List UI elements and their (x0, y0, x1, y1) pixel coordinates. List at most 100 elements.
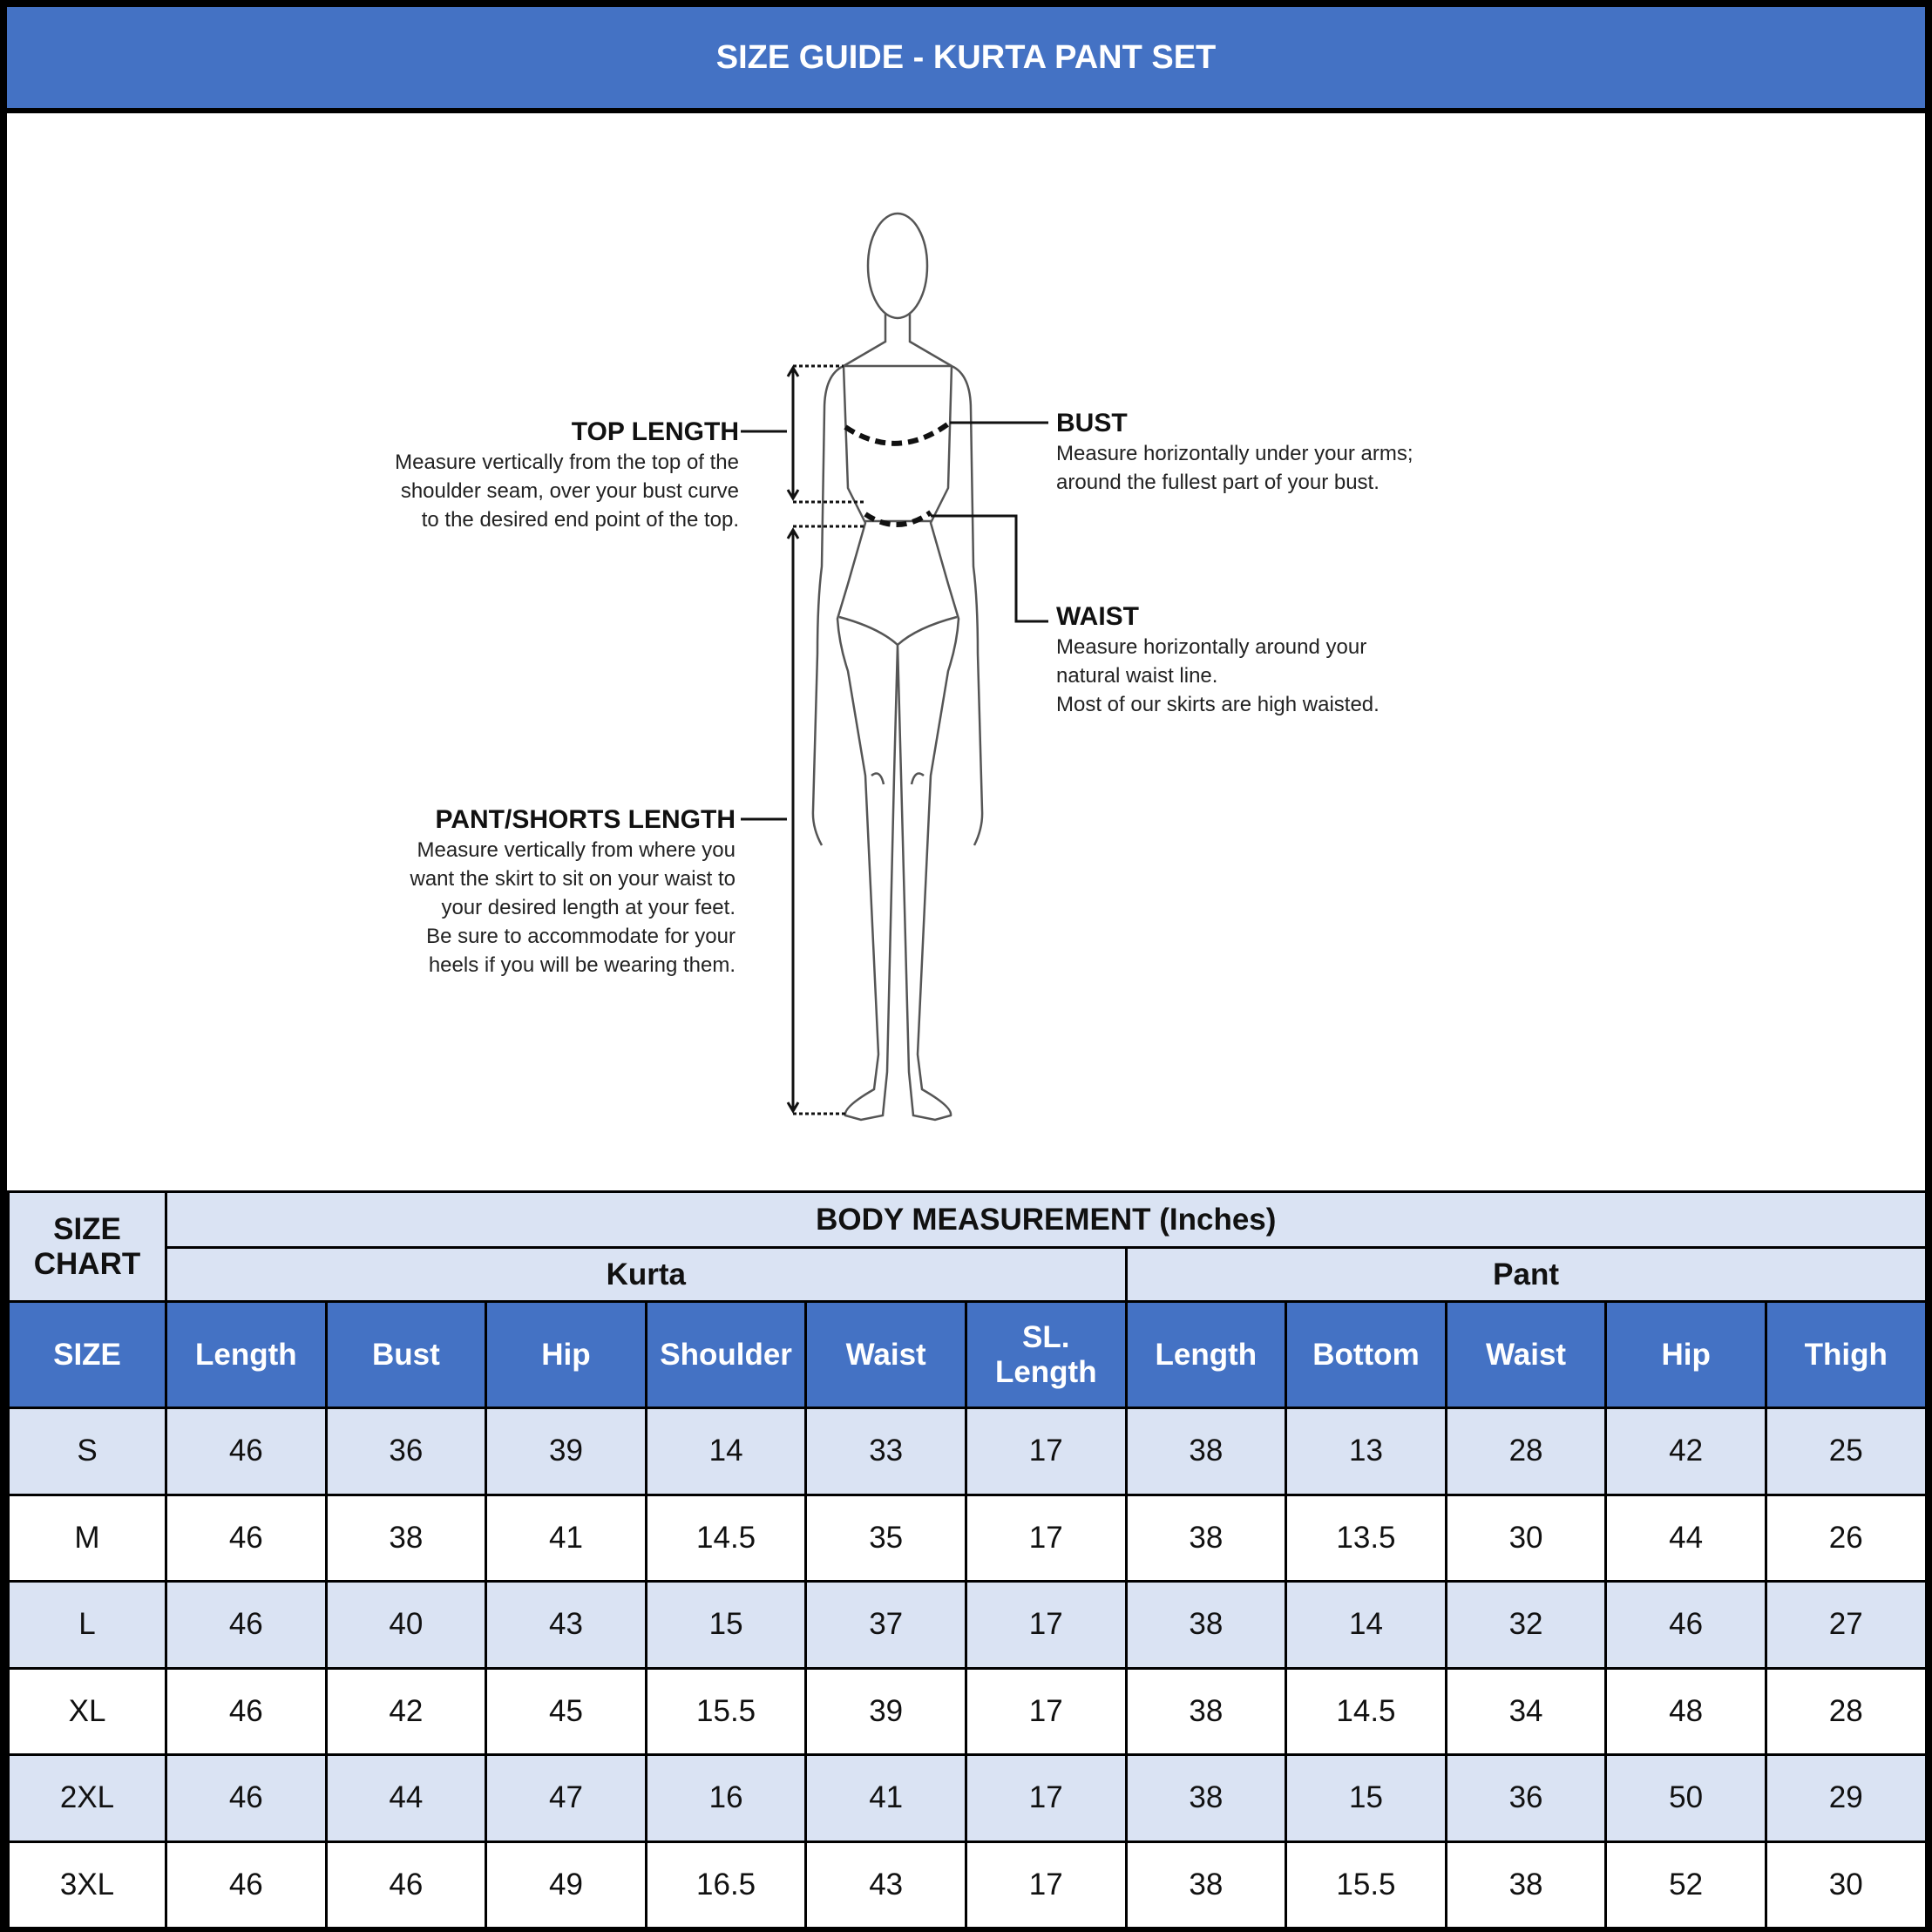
measurement-cell: 46 (165, 1493, 328, 1583)
measurement-cell: 37 (804, 1580, 967, 1670)
measurement-cell: 15.5 (644, 1666, 808, 1756)
measurement-cell: 28 (1444, 1407, 1608, 1496)
body-measurement-label: BODY MEASUREMENT (Inches) (165, 1190, 1928, 1249)
measurement-cell: 46 (324, 1840, 488, 1929)
measurement-cell: 46 (165, 1580, 328, 1670)
measurement-cell: 49 (485, 1840, 647, 1929)
column-header: SIZE (7, 1300, 167, 1409)
pant-length-text: your desired length at your feet. (441, 896, 736, 919)
pant-length-heading: PANT/SHORTS LENGTH (435, 805, 736, 834)
column-header: Shoulder (644, 1300, 808, 1409)
measurement-cell: 38 (1124, 1753, 1288, 1843)
measurement-cell: 27 (1764, 1580, 1928, 1670)
measurement-cell: 14 (644, 1407, 808, 1496)
column-header: SL. Length (964, 1300, 1128, 1409)
measurement-cell: 14 (1285, 1580, 1447, 1670)
measurement-cell: 44 (1604, 1493, 1767, 1583)
column-header: Length (1124, 1300, 1288, 1409)
measurement-cell: 17 (964, 1753, 1128, 1843)
table-row: 2XL 46 44 47 16 41 17 38 15 36 50 29 (7, 1753, 1928, 1843)
top-length-text: to the desired end point of the top. (421, 508, 739, 532)
measurement-cell: 38 (1444, 1840, 1608, 1929)
measurement-cell: 38 (1124, 1840, 1288, 1929)
measurement-cell: 15 (1285, 1753, 1447, 1843)
column-header: Thigh (1764, 1300, 1928, 1409)
column-header: Bust (324, 1300, 488, 1409)
measurement-cell: 13.5 (1285, 1493, 1447, 1583)
waist-text: natural waist line. (1056, 664, 1218, 688)
measurement-cell: 48 (1604, 1666, 1767, 1756)
size-cell: 3XL (7, 1840, 167, 1929)
waist-label: WAIST Measure horizontally around your n… (1056, 601, 1492, 719)
measurement-cell: 38 (1124, 1666, 1288, 1756)
measurement-cell: 14.5 (644, 1493, 808, 1583)
measurement-cell: 13 (1285, 1407, 1447, 1496)
group-kurta: Kurta (165, 1246, 1128, 1303)
measurement-cell: 14.5 (1285, 1666, 1447, 1756)
measurement-cell: 34 (1444, 1666, 1608, 1756)
measurement-cell: 43 (485, 1580, 647, 1670)
column-header-row: SIZE Length Bust Hip Shoulder Waist SL. Length… (7, 1300, 1928, 1409)
table-row: L 46 40 43 15 37 17 38 14 32 46 27 (7, 1580, 1928, 1670)
table-row: XL 46 42 45 15.5 39 17 38 14.5 34 48 28 (7, 1666, 1928, 1756)
pant-length-text: heels if you will be wearing them. (428, 953, 736, 977)
top-length-label: TOP LENGTH Measure vertically from the t… (373, 417, 739, 534)
measurement-cell: 35 (804, 1493, 967, 1583)
measurement-cell: 16.5 (644, 1840, 808, 1929)
measurement-cell: 17 (964, 1407, 1128, 1496)
column-header: Hip (1604, 1300, 1767, 1409)
measurement-figure: TOP LENGTH Measure vertically from the t… (7, 113, 1925, 1190)
measurement-cell: 30 (1444, 1493, 1608, 1583)
measurement-cell: 15.5 (1285, 1840, 1447, 1929)
measurement-cell: 33 (804, 1407, 967, 1496)
size-cell: XL (7, 1666, 167, 1756)
measurement-cell: 32 (1444, 1580, 1608, 1670)
size-chart-table: SIZE CHART BODY MEASUREMENT (Inches) Kur… (7, 1190, 1928, 1929)
mannequin-illustration (741, 212, 1048, 1122)
waist-text: Measure horizontally around your (1056, 635, 1367, 659)
group-pant: Pant (1124, 1246, 1928, 1303)
measurement-cell: 46 (165, 1840, 328, 1929)
measurement-cell: 52 (1604, 1840, 1767, 1929)
top-length-text: shoulder seam, over your bust curve (400, 479, 739, 503)
measurement-cell: 42 (1604, 1407, 1767, 1496)
table-row: 3XL 46 46 49 16.5 43 17 38 15.5 38 52 30 (7, 1840, 1928, 1929)
measurement-cell: 25 (1764, 1407, 1928, 1496)
measurement-cell: 40 (324, 1580, 488, 1670)
column-header: Hip (485, 1300, 647, 1409)
measurement-cell: 36 (324, 1407, 488, 1496)
title-text: SIZE GUIDE - KURTA PANT SET (715, 38, 1217, 76)
measurement-cell: 30 (1764, 1840, 1928, 1929)
column-header: Waist (1444, 1300, 1608, 1409)
measurement-cell: 36 (1444, 1753, 1608, 1843)
size-chart-label: SIZE CHART (7, 1190, 167, 1303)
measurement-cell: 43 (804, 1840, 967, 1929)
size-cell: M (7, 1493, 167, 1583)
measurement-cell: 41 (485, 1493, 647, 1583)
size-cell: S (7, 1407, 167, 1496)
column-header: Bottom (1285, 1300, 1447, 1409)
bust-label: BUST Measure horizontally under your arm… (1056, 408, 1492, 497)
measurement-cell: 39 (804, 1666, 967, 1756)
measurement-cell: 29 (1764, 1753, 1928, 1843)
size-cell: L (7, 1580, 167, 1670)
top-length-heading: TOP LENGTH (571, 417, 739, 446)
measurement-cell: 41 (804, 1753, 967, 1843)
waist-text: Most of our skirts are high waisted. (1056, 693, 1380, 716)
measurement-cell: 46 (165, 1666, 328, 1756)
pant-length-text: Be sure to accommodate for your (426, 925, 736, 948)
measurement-cell: 17 (964, 1580, 1128, 1670)
pant-length-text: want the skirt to sit on your waist to (410, 867, 736, 891)
table-row: M 46 38 41 14.5 35 17 38 13.5 30 44 26 (7, 1493, 1928, 1583)
measurement-cell: 28 (1764, 1666, 1928, 1756)
measurement-cell: 15 (644, 1580, 808, 1670)
measurement-cell: 17 (964, 1666, 1128, 1756)
measurement-cell: 42 (324, 1666, 488, 1756)
bust-text: Measure horizontally under your arms; (1056, 442, 1413, 465)
size-cell: 2XL (7, 1753, 167, 1843)
measurement-cell: 44 (324, 1753, 488, 1843)
measurement-cell: 39 (485, 1407, 647, 1496)
measurement-cell: 46 (1604, 1580, 1767, 1670)
measurement-cell: 47 (485, 1753, 647, 1843)
